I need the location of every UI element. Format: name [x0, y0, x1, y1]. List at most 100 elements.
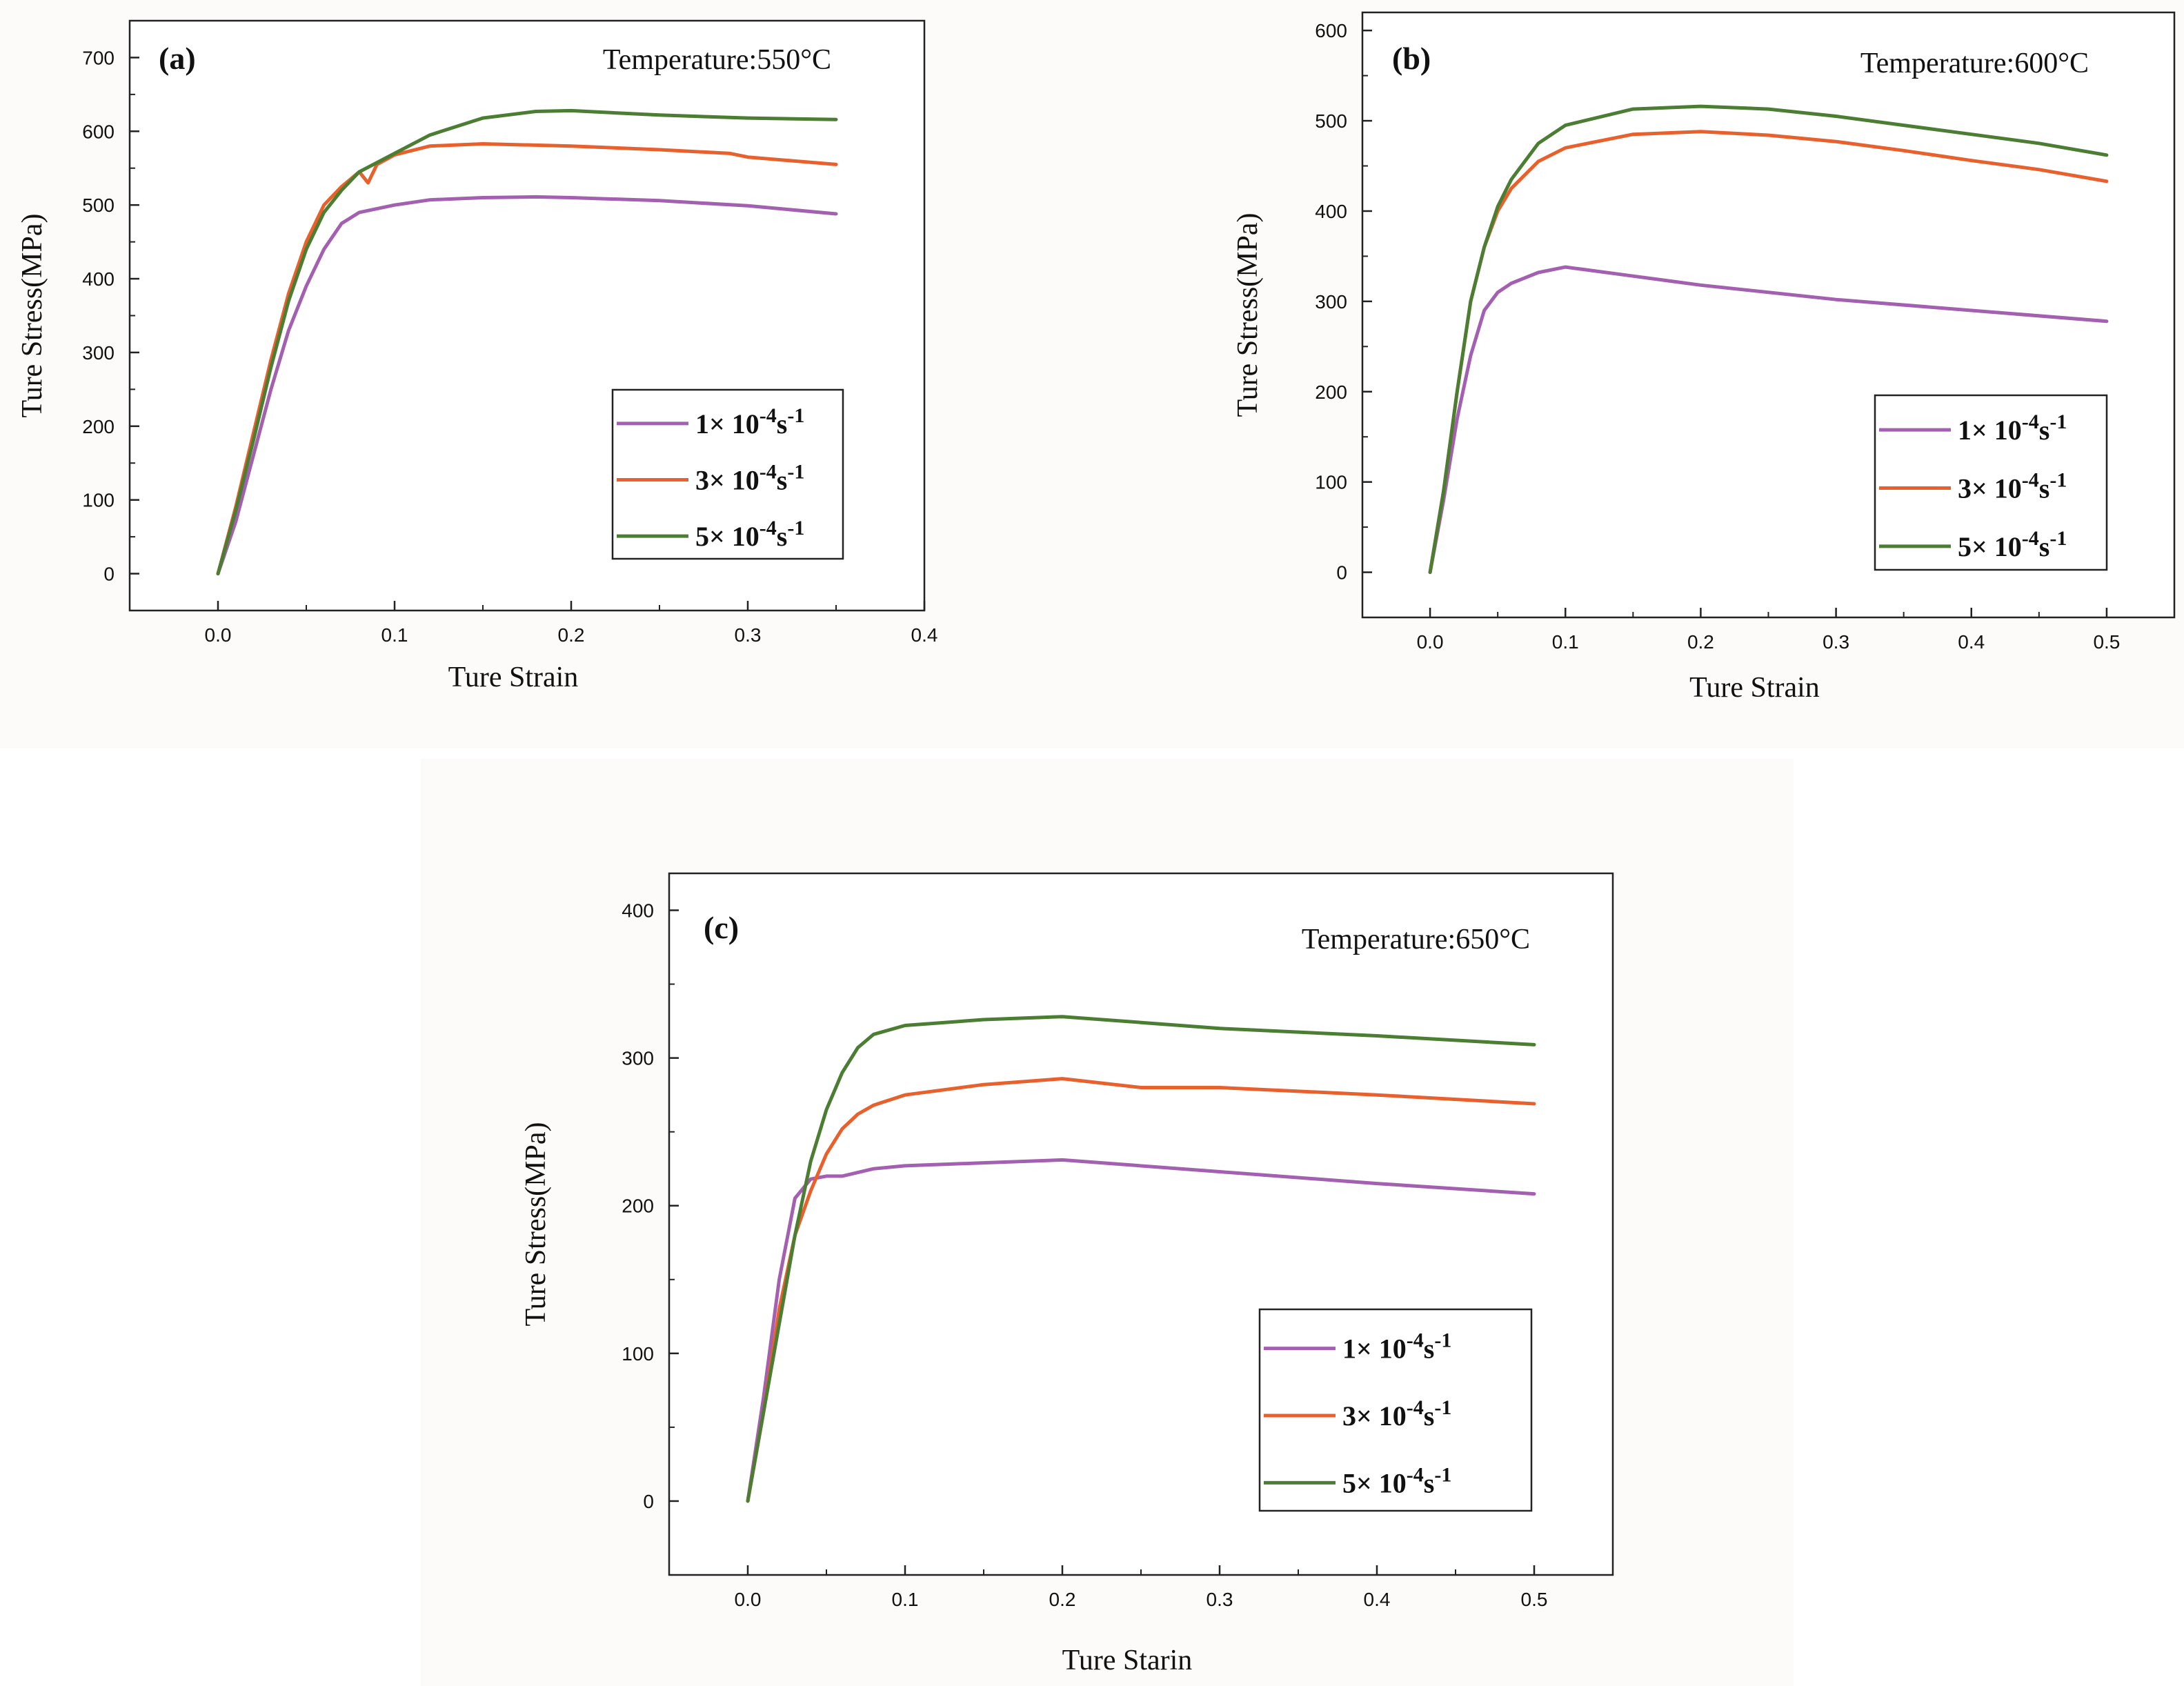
- legend-label-part: -1: [2049, 527, 2067, 550]
- legend-label-2: 3× 10-4s-1: [1342, 1396, 1451, 1431]
- y-tick-label: 0: [1336, 562, 1347, 584]
- legend-label-part: -4: [2022, 527, 2039, 550]
- legend-box: [611, 388, 844, 560]
- legend-label-part: -4: [1407, 1463, 1424, 1486]
- y-tick-label: 700: [82, 47, 115, 68]
- legend-box: [1258, 1308, 1533, 1512]
- legend-label-part: -4: [1407, 1329, 1424, 1352]
- y-tick-label: 300: [82, 342, 115, 364]
- x-tick-label: 0.0: [1417, 631, 1444, 653]
- y-tick-label: 0: [103, 564, 115, 585]
- y-tick-label: 600: [82, 121, 115, 142]
- x-tick-label: 0.3: [1207, 1589, 1233, 1610]
- legend-label-part: 5× 10: [1342, 1467, 1407, 1498]
- y-tick-label: 400: [1315, 201, 1347, 222]
- y-tick-label: 600: [1315, 20, 1347, 41]
- series-line-3: [216, 108, 838, 576]
- y-tick-label: 200: [82, 416, 115, 437]
- legend-label-part: -1: [1434, 1463, 1451, 1486]
- x-tick-label: 0.4: [1364, 1589, 1391, 1610]
- legend-label-part: -4: [1407, 1396, 1424, 1419]
- legend: 1× 10-4s-13× 10-4s-15× 10-4s-1: [1874, 394, 2108, 571]
- legend: 1× 10-4s-13× 10-4s-15× 10-4s-1: [1258, 1308, 1533, 1512]
- y-axis-title: Ture Stress(MPa): [17, 214, 48, 418]
- x-tick-label: 0.4: [911, 624, 938, 646]
- x-tick-label: 0.1: [1552, 631, 1579, 653]
- y-tick-label: 0: [643, 1491, 654, 1512]
- legend-label-part: s: [2039, 415, 2050, 446]
- x-tick-label: 0.5: [2093, 631, 2120, 653]
- legend-label-part: s: [1424, 1467, 1435, 1498]
- chart-panel-a: 0.0 0.1 0.2 0.3 0.4 0 100 200 300 400 500 600 700 Tur…: [0, 0, 1138, 748]
- legend-label-part: s: [777, 408, 788, 439]
- y-tick-label: 500: [1315, 110, 1347, 132]
- legend-label-part: -1: [787, 461, 804, 484]
- legend-label-part: -4: [2022, 410, 2039, 433]
- y-tick-label: 100: [622, 1343, 654, 1365]
- y-tick-label: 400: [622, 900, 654, 922]
- temperature-annotation: Temperature:650°C: [1302, 924, 1530, 955]
- series-line-3: [1428, 104, 2109, 575]
- panel-label: (b): [1392, 41, 1431, 76]
- y-tick-label: 100: [1315, 472, 1347, 493]
- y-axis-title: Ture Stress(MPa): [520, 1122, 552, 1327]
- legend-label-part: s: [2039, 473, 2050, 504]
- legend-label-part: -1: [787, 517, 804, 539]
- y-tick-label: 500: [82, 195, 115, 216]
- x-tick-label: 0.0: [735, 1589, 762, 1610]
- x-axis-title: Ture Starin: [1062, 1645, 1193, 1676]
- legend-label-part: s: [777, 521, 788, 552]
- legend-label-part: 1× 10: [1958, 415, 2022, 446]
- x-axis-title: Ture Strain: [448, 662, 579, 693]
- legend-label-part: s: [777, 465, 788, 496]
- legend-box: [1874, 394, 2108, 571]
- x-tick-label: 0.2: [1049, 1589, 1076, 1610]
- legend-label-1: 1× 10-4s-1: [695, 404, 804, 439]
- y-axis-title: Ture Stress(MPa): [1232, 213, 1264, 417]
- legend-label-2: 3× 10-4s-1: [695, 461, 804, 496]
- legend-label-part: -1: [1434, 1329, 1451, 1352]
- legend: 1× 10-4s-13× 10-4s-15× 10-4s-1: [611, 388, 844, 560]
- x-tick-label: 0.3: [735, 624, 762, 646]
- x-axis-title: Ture Strain: [1689, 672, 1820, 704]
- legend-label-part: 3× 10: [695, 465, 760, 496]
- x-tick-label: 0.0: [205, 624, 232, 646]
- legend-label-3: 5× 10-4s-1: [695, 517, 804, 552]
- legend-label-part: 3× 10: [1958, 473, 2022, 504]
- series-line-2: [216, 142, 838, 576]
- legend-label-part: -1: [787, 404, 804, 427]
- x-tick-label: 0.5: [1521, 1589, 1548, 1610]
- legend-label-3: 5× 10-4s-1: [1958, 527, 2067, 562]
- x-tick-label: 0.1: [381, 624, 408, 646]
- legend-label-1: 1× 10-4s-1: [1958, 410, 2067, 446]
- legend-label-part: 1× 10: [695, 408, 760, 439]
- legend-label-part: 5× 10: [695, 521, 760, 552]
- legend-label-part: 3× 10: [1342, 1400, 1407, 1431]
- legend-label-part: -4: [760, 461, 777, 484]
- x-tick-label: 0.1: [892, 1589, 919, 1610]
- series-line-1: [216, 195, 838, 576]
- legend-label-part: 5× 10: [1958, 531, 2022, 562]
- y-tick-label: 400: [82, 268, 115, 290]
- series-line-3: [746, 1015, 1536, 1503]
- y-tick-label: 300: [1315, 291, 1347, 313]
- series-line-1: [746, 1158, 1536, 1503]
- panel-label: (a): [159, 41, 196, 76]
- legend-label-part: -4: [760, 517, 777, 539]
- x-tick-label: 0.3: [1823, 631, 1849, 653]
- y-tick-label: 300: [622, 1048, 654, 1069]
- legend-label-part: -1: [2049, 410, 2067, 433]
- chart-panel-c: 0.0 0.1 0.2 0.3 0.4 0.5 0 100 200 300 400 Ture Star…: [421, 759, 1794, 1686]
- legend-label-part: 1× 10: [1342, 1333, 1407, 1365]
- series-line-1: [1428, 265, 2109, 575]
- legend-label-part: -1: [2049, 469, 2067, 492]
- legend-label-3: 5× 10-4s-1: [1342, 1463, 1451, 1498]
- x-tick-label: 0.4: [1958, 631, 1985, 653]
- legend-label-part: s: [1424, 1333, 1435, 1365]
- y-tick-label: 200: [1315, 381, 1347, 403]
- temperature-annotation: Temperature:550°C: [603, 44, 831, 76]
- legend-label-part: s: [2039, 531, 2050, 562]
- y-tick-label: 200: [622, 1196, 654, 1217]
- x-tick-label: 0.2: [558, 624, 585, 646]
